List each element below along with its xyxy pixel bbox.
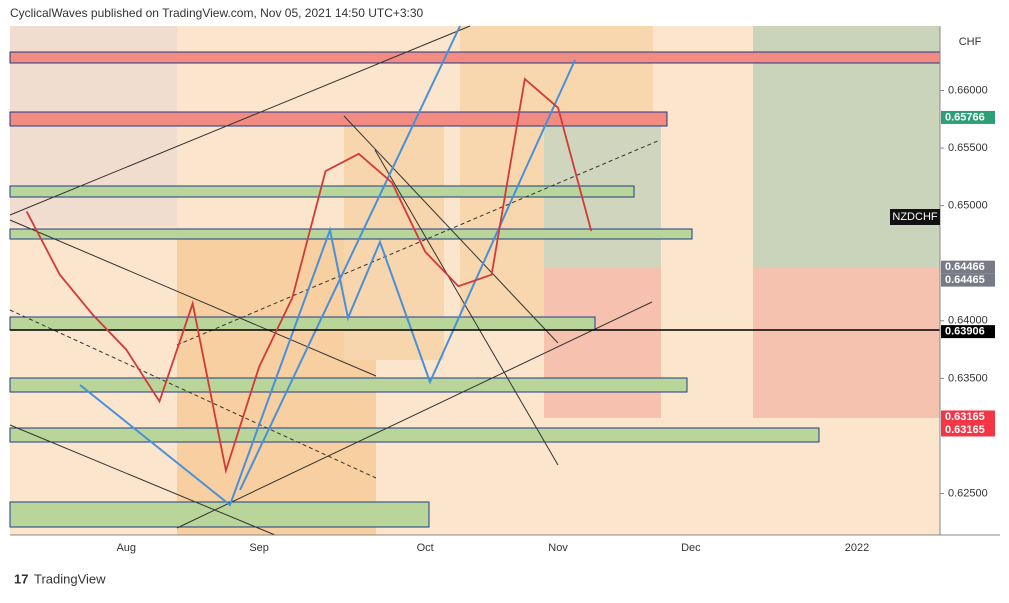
- x-tick-label: Aug: [116, 542, 136, 554]
- wave: [79, 59, 576, 507]
- footer-logo: 17: [14, 571, 28, 586]
- price-line: [25, 77, 593, 475]
- symbol-badge: [890, 209, 940, 225]
- y-tick-label: 0.66000: [948, 84, 988, 96]
- price-label: 0.65766: [945, 111, 985, 123]
- price-label: 0.63165: [945, 411, 985, 423]
- trend-lines: [9, 25, 661, 536]
- currency: CHF: [959, 36, 982, 48]
- price-label: 0.63906: [945, 326, 985, 338]
- x-tick-label: 2022: [845, 542, 869, 554]
- price-label: 0.64465: [945, 274, 985, 286]
- wave: [239, 25, 461, 491]
- price-label: 0.64466: [945, 261, 985, 273]
- y-tick-label: 0.62500: [948, 487, 988, 499]
- x-tick-label: Nov: [548, 542, 568, 554]
- price-badge: [941, 273, 995, 287]
- price-badge: [941, 260, 995, 274]
- price-label: 0.63165: [945, 424, 985, 436]
- y-tick-label: 0.65500: [948, 142, 988, 154]
- long-loss: [753, 268, 940, 418]
- x-tick-label: Dec: [681, 542, 701, 554]
- price-badge: [941, 410, 995, 424]
- header: CyclicalWaves published on TradingView.c…: [10, 6, 424, 20]
- x-tick-label: Oct: [417, 542, 434, 554]
- symbol: NZDCHF: [892, 211, 937, 223]
- price-badge: [941, 423, 995, 437]
- long-profit: [753, 26, 940, 268]
- price-badge: [941, 325, 995, 339]
- y-tick-label: 0.63500: [948, 372, 988, 384]
- y-tick-label: 0.64000: [948, 315, 988, 327]
- x-tick-label: Sep: [249, 542, 269, 554]
- zones: [9, 51, 941, 528]
- y-tick-label: 0.65000: [948, 200, 988, 212]
- footer: TradingView: [34, 571, 106, 586]
- long-loss: [544, 268, 661, 418]
- price-badge: [941, 110, 995, 124]
